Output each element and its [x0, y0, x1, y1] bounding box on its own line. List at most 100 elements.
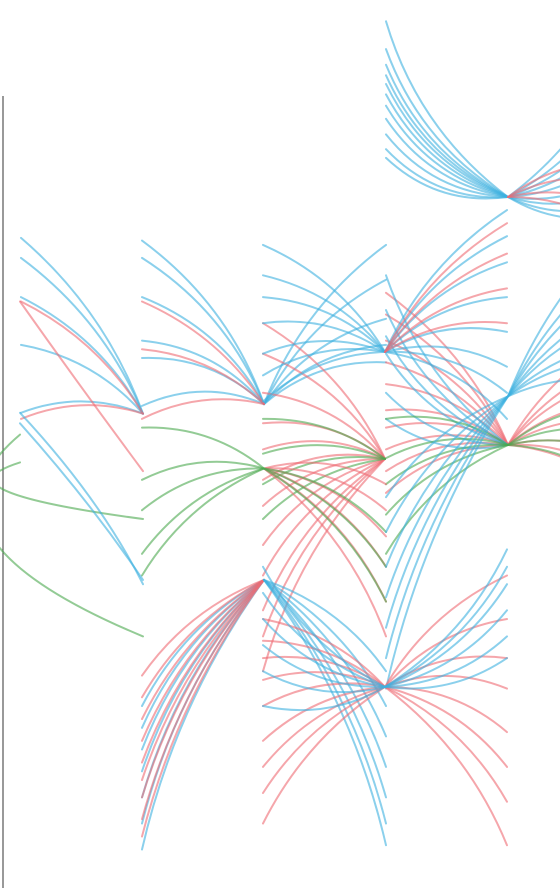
- link-blue-25-2: [507, 325, 560, 398]
- link-blue-25-7: [507, 380, 560, 398]
- link-blue-23-5: [263, 578, 387, 825]
- link-blue-29-4: [384, 635, 508, 688]
- link-green-19-2: [141, 467, 265, 512]
- link-red-13-1: [262, 352, 386, 460]
- link-blue-16-0: [384, 209, 508, 353]
- link-blue-3-3: [141, 339, 265, 406]
- link-blue-0-1: [385, 48, 509, 198]
- link-blue-15-6: [262, 350, 386, 403]
- link-red-7-1: [507, 391, 560, 446]
- link-red-5-2: [141, 398, 265, 420]
- link-red-2-1: [507, 178, 560, 198]
- loop-red-4: [19, 300, 144, 473]
- loop-green-0: [0, 461, 144, 520]
- link-red-18-0: [263, 461, 387, 486]
- link-red-27-5: [384, 685, 508, 768]
- link-red-5-0: [141, 300, 265, 406]
- link-blue-29-5: [384, 657, 508, 690]
- link-blue-28-1: [262, 591, 386, 688]
- link-blue-0-10: [385, 156, 509, 200]
- link-red-13-10: [262, 457, 386, 638]
- link-red-13-4: [262, 440, 386, 460]
- link-green-20-0: [263, 467, 387, 533]
- link-green-10-0: [507, 414, 560, 446]
- link-green-19-4: [141, 467, 265, 577]
- loop-blue-2: [19, 411, 144, 586]
- link-blue-0-7: [385, 117, 509, 198]
- link-blue-24-0: [385, 395, 509, 499]
- link-green-9-0: [385, 415, 509, 446]
- link-red-26-0: [262, 618, 386, 688]
- link-red-7-0: [507, 377, 560, 446]
- link-red-7-6: [507, 443, 560, 451]
- link-red-13-2: [262, 391, 386, 460]
- link-green-9-2: [385, 443, 509, 486]
- link-red-13-0: [262, 322, 386, 460]
- link-blue-16-6: [384, 350, 508, 394]
- link-green-9-4: [385, 444, 509, 555]
- link-red-18-1: [263, 467, 387, 512]
- link-blue-21-6: [141, 578, 265, 851]
- link-blue-0-9: [385, 148, 509, 199]
- link-green-19-0: [141, 426, 265, 470]
- link-red-26-5: [262, 685, 386, 742]
- link-blue-1-5: [507, 195, 560, 200]
- link-blue-24-5: [385, 395, 509, 660]
- link-green-20-1: [263, 467, 387, 568]
- link-red-6-9: [385, 444, 509, 494]
- link-blue-1-7: [507, 196, 560, 212]
- link-blue-8-3: [385, 352, 509, 446]
- link-blue-29-3: [384, 609, 508, 688]
- link-red-27-7: [384, 685, 508, 847]
- link-red-7-7: [507, 444, 560, 458]
- link-green-14-0: [262, 417, 386, 460]
- link-red-22-4: [141, 578, 265, 764]
- link-blue-15-1: [262, 274, 386, 353]
- link-blue-15-0: [262, 243, 386, 353]
- link-blue-29-1: [384, 565, 508, 688]
- link-red-17-1: [384, 252, 508, 353]
- link-red-2-2: [507, 191, 560, 198]
- link-blue-24-2: [385, 395, 509, 568]
- link-blue-0-4: [385, 83, 509, 198]
- link-green-10-2: [507, 439, 560, 446]
- link-red-7-4: [507, 422, 560, 446]
- link-blue-1-3: [507, 177, 560, 198]
- link-blue-4-0: [263, 243, 387, 406]
- link-blue-24-3: [385, 395, 509, 599]
- link-blue-25-3: [507, 338, 560, 398]
- link-red-12-0: [20, 300, 144, 415]
- link-red-5-1: [141, 348, 265, 406]
- link-blue-0-0: [385, 20, 509, 198]
- link-red-22-7: [141, 578, 265, 821]
- link-blue-28-5: [262, 685, 386, 712]
- link-blue-3-0: [141, 239, 265, 406]
- link-blue-28-4: [262, 670, 386, 694]
- link-blue-25-1: [507, 313, 560, 398]
- link-red-18-5: [263, 467, 387, 638]
- link-blue-15-5: [262, 348, 386, 377]
- link-blue-1-0: [507, 148, 560, 198]
- link-blue-4-4: [263, 361, 387, 406]
- link-blue-15-4: [262, 340, 386, 355]
- link-blue-23-0: [263, 578, 387, 673]
- link-blue-24-4: [385, 395, 509, 629]
- link-green-14-3: [262, 457, 386, 520]
- link-red-27-4: [384, 685, 508, 734]
- link-red-22-3: [141, 578, 265, 742]
- link-blue-4-2: [263, 317, 387, 406]
- link-blue-24-1: [385, 395, 509, 533]
- loop-green-1: [0, 433, 144, 638]
- link-red-2-0: [507, 168, 560, 198]
- link-green-10-3: [507, 444, 560, 456]
- link-blue-29-0: [384, 548, 508, 688]
- link-red-7-2: [507, 400, 560, 446]
- link-red-27-0: [384, 574, 508, 688]
- link-blue-1-8: [507, 196, 560, 218]
- link-red-26-8: [262, 685, 386, 825]
- link-blue-11-0: [20, 236, 144, 415]
- link-blue-11-3: [20, 343, 144, 415]
- link-blue-29-2: [384, 583, 508, 688]
- link-red-17-0: [384, 222, 508, 353]
